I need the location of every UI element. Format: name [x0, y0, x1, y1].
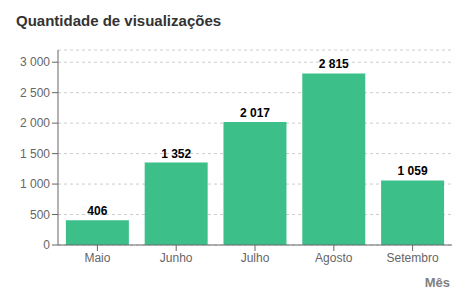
- svg-text:500: 500: [30, 208, 50, 222]
- svg-text:3 000: 3 000: [20, 55, 50, 69]
- svg-text:Maio: Maio: [84, 251, 110, 265]
- svg-text:2 000: 2 000: [20, 116, 50, 130]
- svg-text:1 000: 1 000: [20, 177, 50, 191]
- html-text:Quantidade de visualizações: Quantidade de visualizações: [16, 12, 222, 29]
- svg-text:2 500: 2 500: [20, 86, 50, 100]
- svg-text:1 352: 1 352: [161, 147, 191, 161]
- svg-text:Julho: Julho: [241, 251, 270, 265]
- svg-text:Junho: Junho: [160, 251, 193, 265]
- svg-text:Setembro: Setembro: [387, 251, 439, 265]
- svg-text:2 815: 2 815: [319, 57, 349, 71]
- svg-text:0: 0: [43, 238, 50, 252]
- svg-text:Agosto: Agosto: [315, 251, 353, 265]
- svg-text:2 017: 2 017: [240, 106, 270, 120]
- svg-text:Mês: Mês: [425, 275, 450, 290]
- svg-text:406: 406: [87, 204, 107, 218]
- svg-text:1 500: 1 500: [20, 147, 50, 161]
- svg-text:1 059: 1 059: [398, 164, 428, 178]
